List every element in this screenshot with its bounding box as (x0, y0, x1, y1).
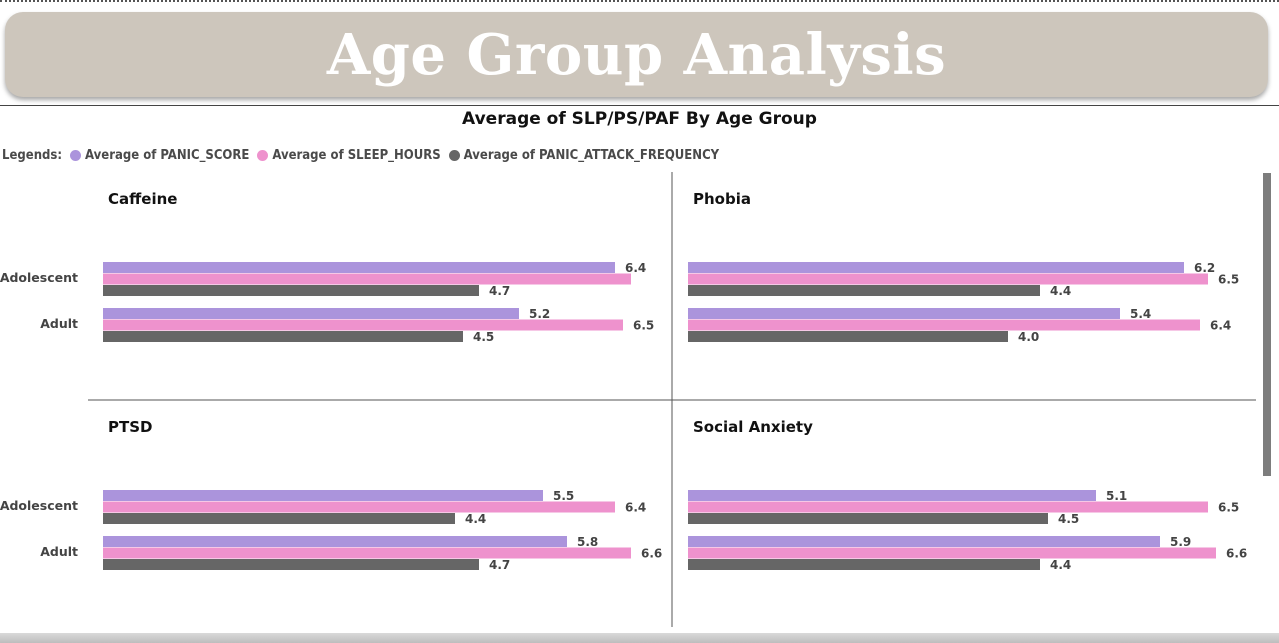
bar-panic-attack-frequency (103, 285, 479, 296)
data-label: 6.4 (625, 261, 646, 275)
bar-panic-score (688, 262, 1184, 273)
data-label: 5.9 (1170, 535, 1191, 549)
bar-sleep-hours (688, 547, 1216, 559)
legend-dot-icon (448, 149, 460, 161)
vertical-scrollbar[interactable] (1263, 173, 1271, 476)
bar-panic-attack-frequency (688, 331, 1008, 342)
panel-title: Caffeine (108, 190, 177, 208)
data-label: 6.5 (1218, 273, 1239, 287)
data-label: 6.5 (633, 319, 654, 333)
legend-item-panic-attack-frequency[interactable]: Average of PANIC_ATTACK_FREQUENCY (448, 147, 720, 163)
bar-panic-score (103, 262, 615, 273)
data-label: 4.4 (1050, 558, 1071, 572)
chart-title: Average of SLP/PS/PAF By Age Group (462, 109, 817, 129)
bar-sleep-hours (103, 273, 631, 285)
small-multiples-bar-chart: Caffeine Adolescent 6.4 4.7 Adult 5.2 6.5 4.5 Ph… (0, 172, 1256, 627)
data-label: 4.0 (1018, 330, 1039, 344)
legend-dot-icon (70, 149, 82, 161)
legend-label: Average of PANIC_ATTACK_FREQUENCY (463, 147, 720, 163)
data-label: 6.5 (1218, 501, 1239, 515)
data-label: 5.1 (1106, 489, 1127, 503)
data-label: 5.2 (529, 307, 550, 321)
legend: Legends: Average of PANIC_SCORE Average … (2, 145, 727, 165)
data-label: 4.5 (473, 330, 494, 344)
data-label: 6.4 (1210, 319, 1231, 333)
header-divider (0, 105, 1279, 106)
bottom-shadow (0, 633, 1279, 643)
top-dotted-border (0, 0, 1279, 2)
bar-panic-score (688, 490, 1096, 501)
panel-title: Social Anxiety (693, 418, 813, 436)
data-label: 4.4 (1050, 284, 1071, 298)
bar-panic-attack-frequency (103, 331, 463, 342)
category-label: Adolescent (0, 498, 78, 513)
legend-label: Average of SLEEP_HOURS (272, 147, 441, 163)
bar-panic-score (103, 490, 543, 501)
legend-item-panic-score[interactable]: Average of PANIC_SCORE (70, 148, 249, 163)
bar-panic-attack-frequency (688, 513, 1048, 524)
bar-panic-score (688, 536, 1160, 547)
bar-sleep-hours (103, 547, 631, 559)
data-label: 4.7 (489, 284, 510, 298)
category-label: Adult (40, 544, 78, 559)
bar-panic-score (103, 308, 519, 319)
panel-title: PTSD (108, 418, 152, 436)
data-label: 6.6 (641, 547, 662, 561)
bar-sleep-hours (103, 319, 623, 331)
bar-sleep-hours (688, 319, 1200, 331)
bar-sleep-hours (103, 501, 615, 513)
bar-panic-attack-frequency (688, 559, 1040, 570)
panel-title: Phobia (693, 190, 751, 208)
legend-dot-icon (257, 149, 269, 161)
category-label: Adult (40, 316, 78, 331)
data-label: 4.7 (489, 558, 510, 572)
legend-label: Average of PANIC_SCORE (85, 147, 250, 163)
legend-title: Legends: (2, 147, 63, 163)
bar-panic-attack-frequency (103, 513, 455, 524)
legend-item-sleep-hours[interactable]: Average of SLEEP_HOURS (257, 147, 441, 163)
bar-sleep-hours (688, 501, 1208, 513)
data-label: 6.2 (1194, 261, 1215, 275)
data-label: 5.5 (553, 489, 574, 503)
bar-panic-attack-frequency (103, 559, 479, 570)
data-label: 4.4 (465, 512, 486, 526)
data-label: 6.4 (625, 501, 646, 515)
bar-panic-score (103, 536, 567, 547)
data-label: 4.5 (1058, 512, 1079, 526)
bar-panic-attack-frequency (688, 285, 1040, 296)
bar-panic-score (688, 308, 1120, 319)
data-label: 5.4 (1130, 307, 1151, 321)
data-label: 6.6 (1226, 547, 1247, 561)
data-label: 5.8 (577, 535, 598, 549)
page-title: Age Group Analysis (326, 21, 947, 88)
category-label: Adolescent (0, 270, 78, 285)
header-banner: Age Group Analysis (5, 12, 1268, 97)
bar-sleep-hours (688, 273, 1208, 285)
